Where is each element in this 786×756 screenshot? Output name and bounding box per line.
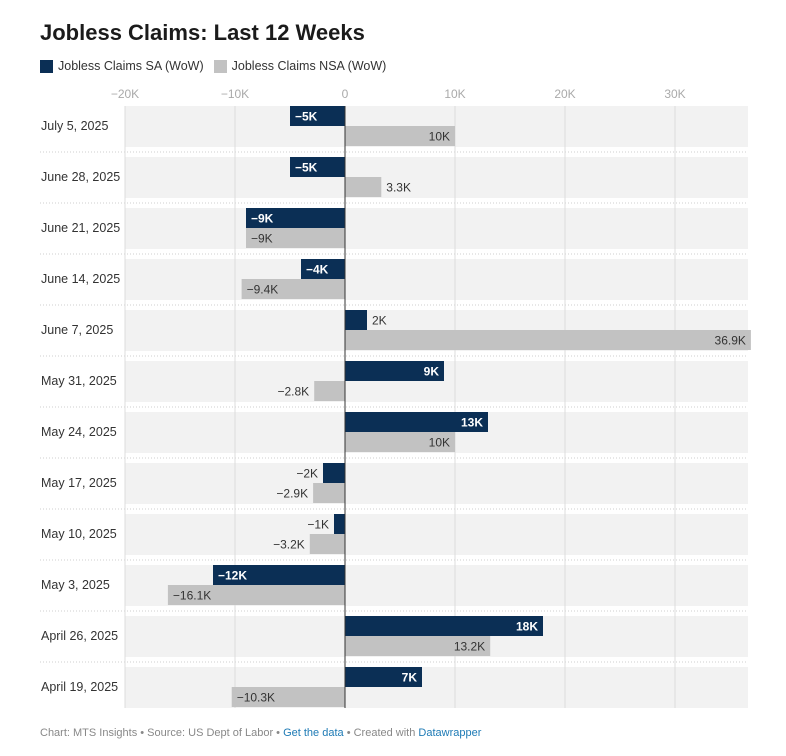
bar-nsa	[345, 636, 491, 656]
bar-sa	[345, 667, 422, 687]
data-label: 36.9K	[715, 334, 746, 348]
data-label: 10K	[429, 130, 450, 144]
data-label: −9K	[251, 232, 273, 246]
bar-nsa	[345, 330, 751, 350]
data-label: 13K	[461, 416, 483, 430]
data-label: −4K	[306, 263, 329, 277]
data-label: −5K	[295, 110, 318, 124]
footer-source: Chart: MTS Insights • Source: US Dept of…	[40, 727, 284, 739]
bar-sa	[345, 361, 444, 381]
data-label: −2.9K	[276, 487, 308, 501]
bar-nsa	[345, 432, 455, 452]
bar-nsa	[241, 279, 345, 299]
bar-sa	[246, 208, 345, 228]
get-data-link[interactable]: Get the data	[283, 727, 344, 739]
legend-label-sa: Jobless Claims SA (WoW)	[58, 59, 204, 73]
row-band	[125, 208, 748, 249]
x-tick-label: 10K	[444, 87, 465, 101]
data-label: −1K	[307, 518, 329, 532]
footer-mid: • Created with	[343, 727, 419, 739]
data-label: 2K	[372, 314, 387, 328]
row-band	[125, 667, 748, 708]
x-tick-label: 30K	[664, 87, 685, 101]
bar-nsa	[345, 177, 382, 197]
datawrapper-link[interactable]: Datawrapper	[418, 727, 482, 739]
category-label: May 24, 2025	[41, 425, 117, 439]
bar-chart: −20K −10K 0 10K 20K 30K July 5, 2025 −5K 10K June…	[40, 87, 751, 708]
bar-nsa	[313, 483, 345, 503]
row-band	[125, 157, 748, 198]
row-band	[125, 259, 748, 300]
category-label: June 21, 2025	[41, 221, 120, 235]
data-label: 18K	[516, 620, 538, 634]
bar-nsa	[167, 585, 345, 605]
bar-nsa	[309, 534, 345, 554]
bar-sa	[213, 565, 345, 585]
data-label: −2K	[296, 467, 318, 481]
category-label: June 7, 2025	[41, 323, 113, 337]
bar-sa	[290, 157, 345, 177]
legend-label-nsa: Jobless Claims NSA (WoW)	[231, 59, 387, 73]
data-label: 9K	[424, 365, 440, 379]
category-label: May 17, 2025	[41, 476, 117, 490]
data-label: 10K	[429, 436, 450, 450]
data-label: −5K	[295, 161, 318, 175]
bar-nsa	[345, 126, 455, 146]
legend-swatch-sa	[40, 59, 53, 73]
category-label: June 14, 2025	[41, 272, 120, 286]
data-label: −2.8K	[277, 385, 309, 399]
bar-sa	[323, 463, 345, 483]
category-label: May 3, 2025	[41, 578, 110, 592]
bar-sa	[345, 616, 543, 636]
category-label: April 26, 2025	[41, 629, 118, 643]
data-label: −3.2K	[273, 538, 305, 552]
x-tick-label: −20K	[111, 87, 139, 101]
data-label: −9K	[251, 212, 274, 226]
x-tick-label: −10K	[221, 87, 249, 101]
bar-nsa	[314, 381, 345, 401]
footer: Chart: MTS Insights • Source: US Dept of…	[40, 727, 481, 739]
data-label: −12K	[218, 569, 247, 583]
bar-sa	[301, 259, 345, 279]
legend-item-nsa: Jobless Claims NSA (WoW)	[213, 59, 387, 73]
bar-sa	[345, 412, 488, 432]
category-label: May 31, 2025	[41, 374, 117, 388]
x-tick-label: 0	[342, 87, 349, 101]
legend: Jobless Claims SA (WoW) Jobless Claims N…	[40, 59, 396, 73]
category-label: June 28, 2025	[41, 170, 120, 184]
data-label: −16.1K	[173, 589, 211, 603]
bar-sa	[345, 310, 367, 330]
data-label: 13.2K	[454, 640, 485, 654]
bar-nsa	[231, 687, 345, 707]
x-tick-label: 20K	[554, 87, 575, 101]
chart-title: Jobless Claims: Last 12 Weeks	[40, 20, 365, 45]
row-band	[125, 463, 748, 504]
bar-sa	[290, 106, 345, 126]
category-label: July 5, 2025	[41, 119, 108, 133]
row-band	[125, 514, 748, 555]
category-label: April 19, 2025	[41, 680, 118, 694]
data-label: −10.3K	[237, 691, 275, 705]
category-label: May 10, 2025	[41, 527, 117, 541]
bar-sa	[334, 514, 345, 534]
legend-swatch-nsa	[213, 59, 227, 73]
data-label: 3.3K	[386, 181, 411, 195]
data-label: 7K	[402, 671, 418, 685]
legend-item-sa: Jobless Claims SA (WoW)	[40, 59, 204, 73]
bar-nsa	[246, 228, 345, 248]
data-label: −9.4K	[247, 283, 279, 297]
